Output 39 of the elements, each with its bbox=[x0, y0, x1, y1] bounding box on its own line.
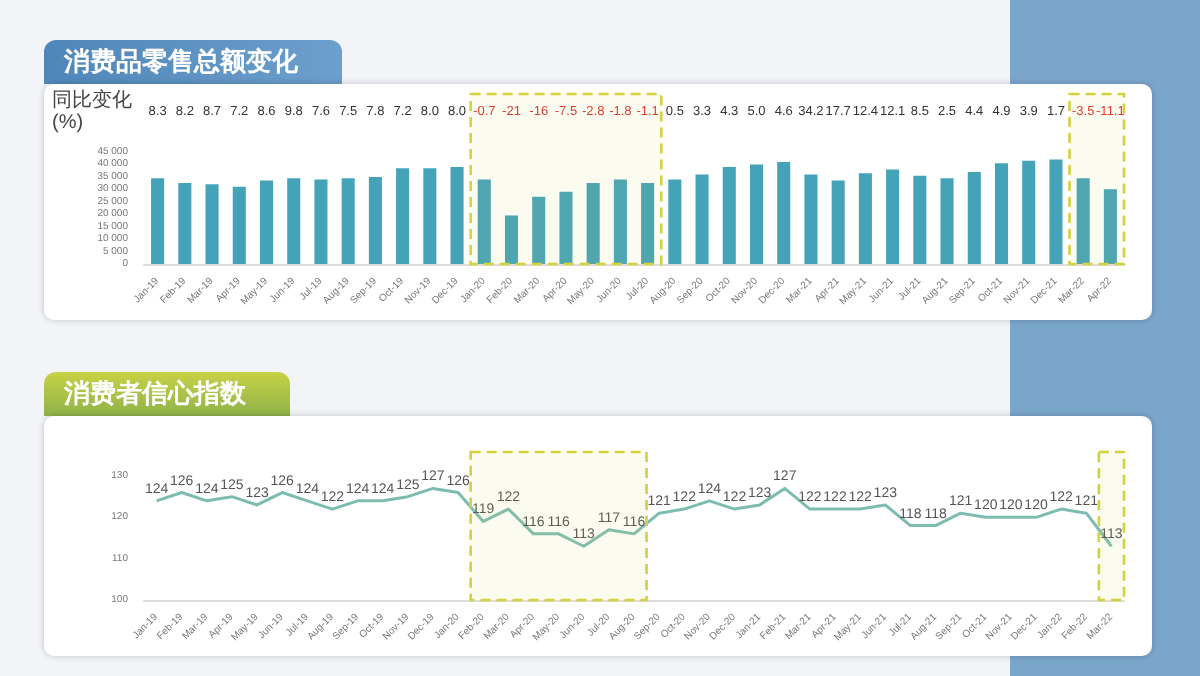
bar bbox=[613, 179, 627, 264]
bar bbox=[151, 178, 165, 264]
bar bbox=[886, 169, 900, 264]
bar bbox=[504, 215, 519, 264]
bar bbox=[450, 166, 464, 264]
bar bbox=[1103, 189, 1117, 264]
bar bbox=[668, 179, 682, 264]
bar bbox=[423, 168, 437, 264]
bar bbox=[749, 164, 764, 264]
bar bbox=[477, 179, 491, 264]
bar bbox=[1049, 159, 1063, 264]
chart-title: 消费品零售总额变化 bbox=[44, 40, 342, 84]
bar bbox=[396, 168, 410, 264]
bar bbox=[641, 183, 655, 264]
bar bbox=[178, 183, 192, 264]
bar bbox=[1022, 160, 1036, 264]
chart-title: 消费者信心指数 bbox=[44, 372, 290, 416]
bar bbox=[559, 191, 573, 264]
bar bbox=[913, 175, 927, 264]
bar bbox=[586, 183, 600, 264]
bar bbox=[967, 171, 981, 264]
bar bbox=[287, 178, 301, 264]
text: 同比变化 (%) bbox=[52, 88, 138, 134]
bar bbox=[232, 186, 246, 264]
bar bbox=[695, 174, 709, 264]
bar bbox=[259, 180, 274, 264]
bar bbox=[858, 173, 872, 264]
bar bbox=[722, 166, 736, 264]
bar bbox=[831, 180, 845, 264]
bar bbox=[532, 196, 546, 264]
bar bbox=[205, 184, 219, 264]
bar bbox=[314, 179, 328, 264]
bar bbox=[994, 163, 1009, 264]
bar bbox=[804, 174, 818, 264]
bar bbox=[368, 176, 382, 264]
bar bbox=[1076, 178, 1090, 264]
bar bbox=[341, 178, 355, 264]
bar bbox=[940, 178, 954, 264]
bar bbox=[777, 161, 791, 264]
